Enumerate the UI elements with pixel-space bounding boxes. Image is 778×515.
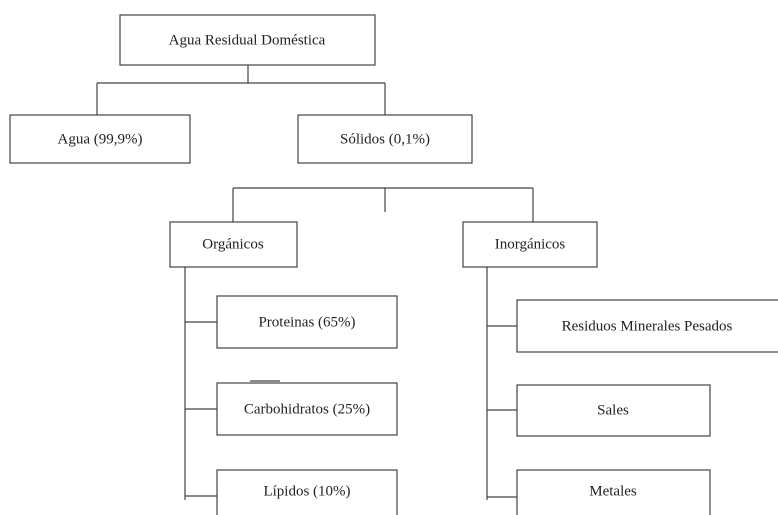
node-label: Sólidos (0,1%) (340, 131, 430, 147)
node-box (516, 299, 778, 353)
node-label: Agua (99,9%) (58, 131, 143, 147)
node-label: Carbohidratos (25%) (244, 401, 370, 417)
node-box (297, 114, 473, 164)
boxes: Agua Residual Doméstica Agua (99,9%) Sól… (9, 14, 778, 515)
node-label: Inorgánicos (495, 236, 566, 252)
node-label: Agua Residual Doméstica (169, 32, 326, 48)
node-label: Lípidos (10%) (263, 483, 350, 499)
node-box (216, 295, 398, 349)
node-label: Sales (597, 402, 629, 418)
node-label: Residuos Minerales Pesados (562, 318, 733, 334)
node-box (516, 469, 711, 515)
node-box (9, 114, 191, 164)
node-box (216, 382, 398, 436)
node-box (516, 384, 711, 437)
node-box (216, 469, 398, 515)
node-label: Proteinas (65%) (258, 314, 355, 330)
node-label: Orgánicos (202, 236, 264, 252)
node-box (169, 221, 298, 268)
node-label: Metales (589, 483, 637, 499)
connectors (96, 65, 534, 500)
node-box (462, 221, 598, 268)
node-box (119, 14, 376, 66)
